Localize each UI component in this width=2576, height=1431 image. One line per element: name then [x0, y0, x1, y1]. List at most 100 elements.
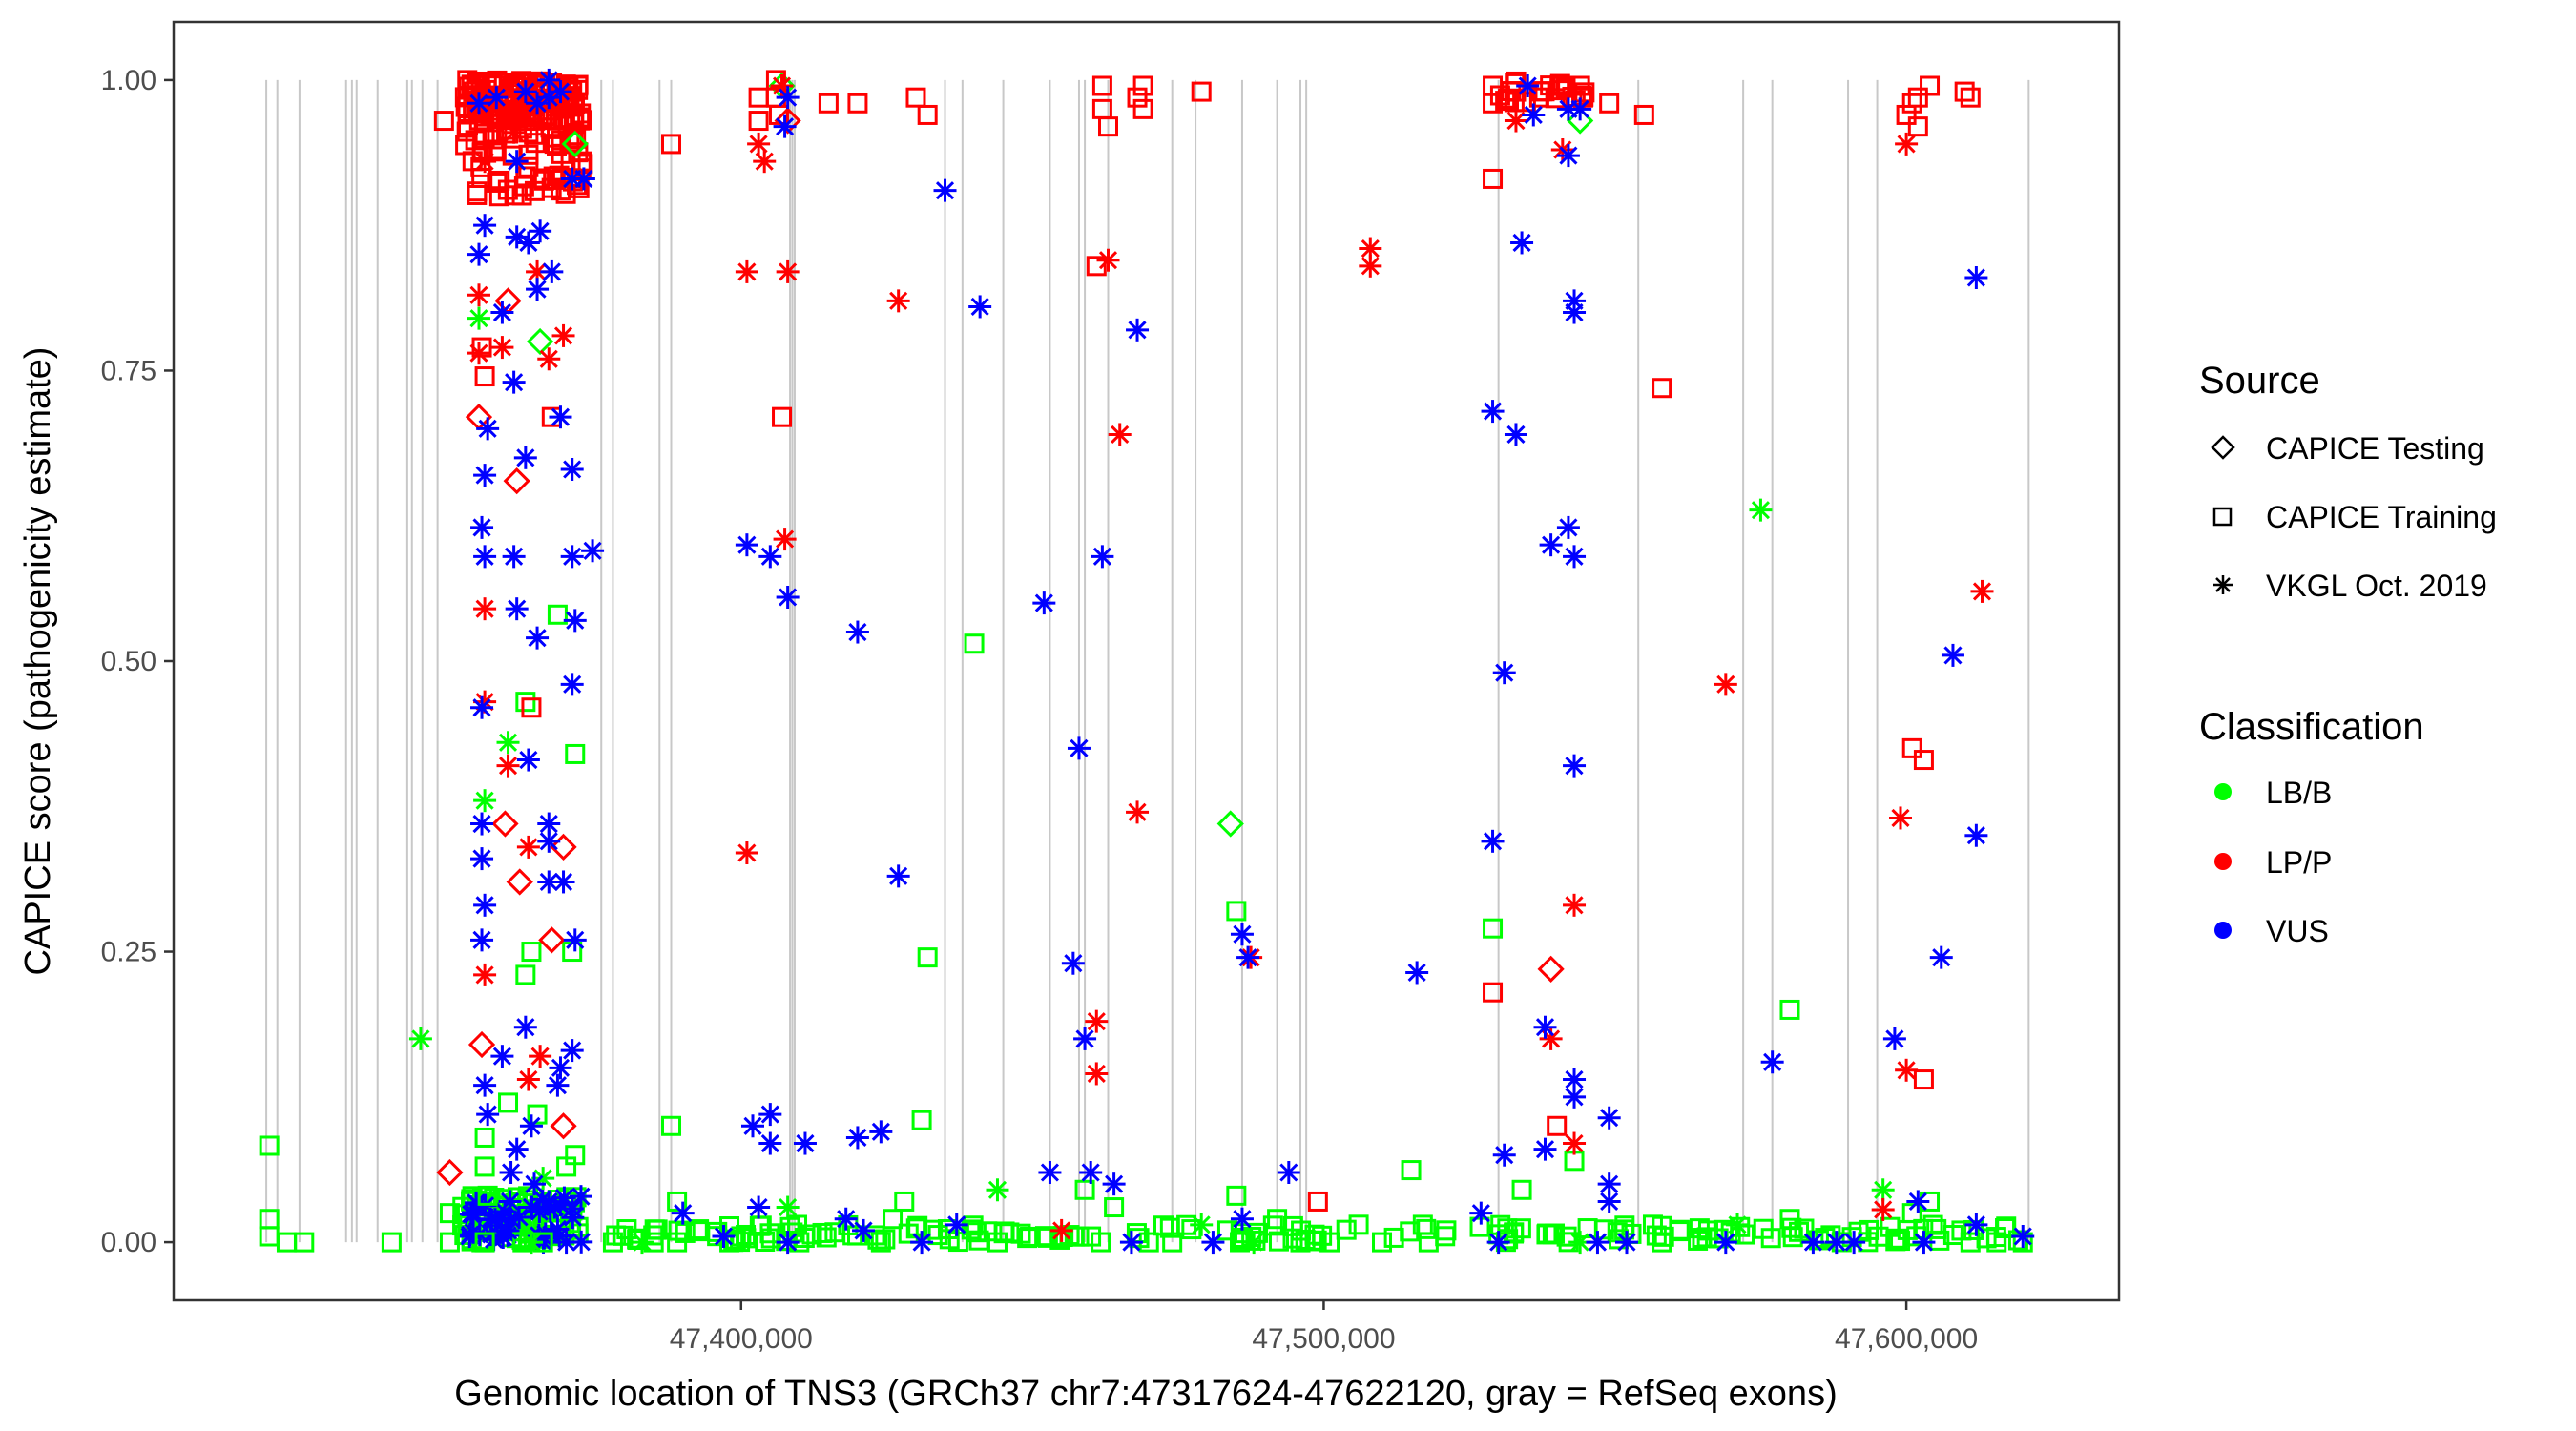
point-vkgl: [1230, 1207, 1254, 1231]
point-capice-training: [1913, 1069, 1934, 1090]
legend-label: LB/B: [2266, 776, 2332, 810]
point-vkgl: [513, 80, 537, 104]
point-capice-training: [917, 947, 938, 968]
point-vkgl: [1510, 231, 1534, 255]
point-capice-testing: [506, 868, 533, 896]
point-vkgl: [1842, 1231, 1866, 1255]
point-vkgl: [1533, 1015, 1557, 1039]
point-capice-training: [511, 185, 532, 206]
point-vkgl: [886, 864, 910, 888]
point-vkgl: [473, 214, 497, 238]
point-vkgl: [852, 1218, 876, 1242]
point-capice-training: [1896, 104, 1917, 125]
point-vkgl: [467, 306, 490, 330]
point-capice-training: [484, 104, 505, 125]
point-vkgl: [1067, 736, 1091, 760]
point-capice-training: [1436, 1220, 1457, 1241]
point-vkgl: [563, 609, 587, 633]
point-vkgl: [1614, 1231, 1638, 1255]
point-vkgl: [1563, 1085, 1587, 1109]
point-vkgl: [986, 1178, 1009, 1202]
point-vkgl: [1119, 1231, 1143, 1255]
point-capice-training: [1913, 750, 1934, 771]
point-vkgl: [1824, 1231, 1848, 1255]
point-vkgl: [845, 620, 869, 644]
point-vkgl: [1073, 1027, 1097, 1050]
x-tick-label: 47,600,000: [1835, 1323, 1978, 1355]
point-capice-training: [964, 633, 985, 654]
point-capice-training: [1262, 1215, 1283, 1236]
point-capice-training: [1091, 75, 1112, 96]
square-icon: [2212, 507, 2233, 527]
point-capice-training: [474, 1232, 495, 1253]
x-axis-title: Genomic location of TNS3 (GRCh37 chr7:47…: [454, 1374, 1837, 1414]
point-capice-training: [1697, 1220, 1718, 1241]
point-vkgl: [712, 1225, 736, 1248]
point-capice-training: [1074, 1179, 1095, 1200]
point-capice-training: [1230, 1223, 1251, 1244]
point-capice-training: [947, 1232, 968, 1253]
point-vkgl: [546, 1073, 570, 1097]
point-capice-training: [1483, 982, 1504, 1003]
point-capice-training: [294, 1232, 315, 1253]
point-vkgl: [735, 259, 758, 283]
point-vkgl: [735, 841, 758, 864]
point-capice-training: [521, 942, 542, 963]
point-vkgl: [470, 847, 494, 871]
point-capice-training: [457, 70, 478, 91]
point-vkgl: [485, 86, 509, 110]
point-capice-training: [818, 93, 839, 114]
point-capice-training: [474, 1127, 495, 1148]
point-vkgl: [968, 295, 992, 319]
point-capice-training: [1569, 75, 1590, 96]
point-vkgl: [505, 597, 529, 621]
legend-source-title: Source: [2199, 360, 2320, 402]
point-vkgl: [473, 597, 497, 621]
point-vkgl: [1201, 1231, 1225, 1255]
point-vkgl: [747, 132, 771, 156]
point-capice-training: [894, 1191, 915, 1212]
point-vkgl: [560, 1039, 584, 1063]
point-capice-training: [1820, 1225, 1841, 1246]
point-vkgl: [735, 533, 758, 557]
point-vkgl: [1563, 893, 1587, 917]
point-vkgl: [1871, 1197, 1895, 1221]
blue-dot-icon: [2214, 922, 2232, 939]
point-capice-training: [719, 1232, 740, 1253]
point-capice-training: [1753, 1218, 1774, 1239]
point-capice-training: [1132, 75, 1153, 96]
point-capice-training: [565, 1145, 586, 1166]
point-vkgl: [1964, 1213, 1988, 1236]
point-vkgl: [513, 446, 537, 469]
point-vkgl: [1481, 400, 1505, 424]
point-vkgl: [560, 545, 584, 569]
point-vkgl: [776, 86, 800, 110]
point-capice-testing: [526, 327, 554, 356]
point-vkgl: [1277, 1161, 1300, 1184]
point-capice-training: [515, 692, 536, 713]
point-vkgl: [549, 80, 572, 104]
point-vkgl: [1912, 1231, 1936, 1255]
y-tick-label: 0.00: [101, 1227, 156, 1258]
point-capice-training: [1372, 1232, 1393, 1253]
point-capice-training: [1191, 81, 1212, 102]
point-capice-training: [259, 1135, 280, 1156]
point-vkgl: [1964, 266, 1988, 289]
legend-label: CAPICE Testing: [2266, 431, 2484, 466]
point-capice-training: [1537, 1223, 1558, 1244]
point-capice-training: [467, 181, 488, 202]
point-capice-training: [1848, 1221, 1869, 1242]
point-capice-training: [1779, 999, 1800, 1020]
point-vkgl: [2011, 1225, 2035, 1248]
point-capice-training: [518, 156, 539, 177]
point-vkgl: [1889, 806, 1913, 830]
point-capice-training: [812, 1222, 833, 1243]
point-capice-training: [646, 1219, 667, 1240]
point-vkgl: [570, 1230, 593, 1254]
point-vkgl: [1970, 579, 1994, 603]
point-capice-testing: [491, 810, 519, 838]
point-capice-training: [1497, 1218, 1518, 1239]
point-vkgl: [1504, 423, 1527, 446]
point-vkgl: [529, 219, 552, 243]
